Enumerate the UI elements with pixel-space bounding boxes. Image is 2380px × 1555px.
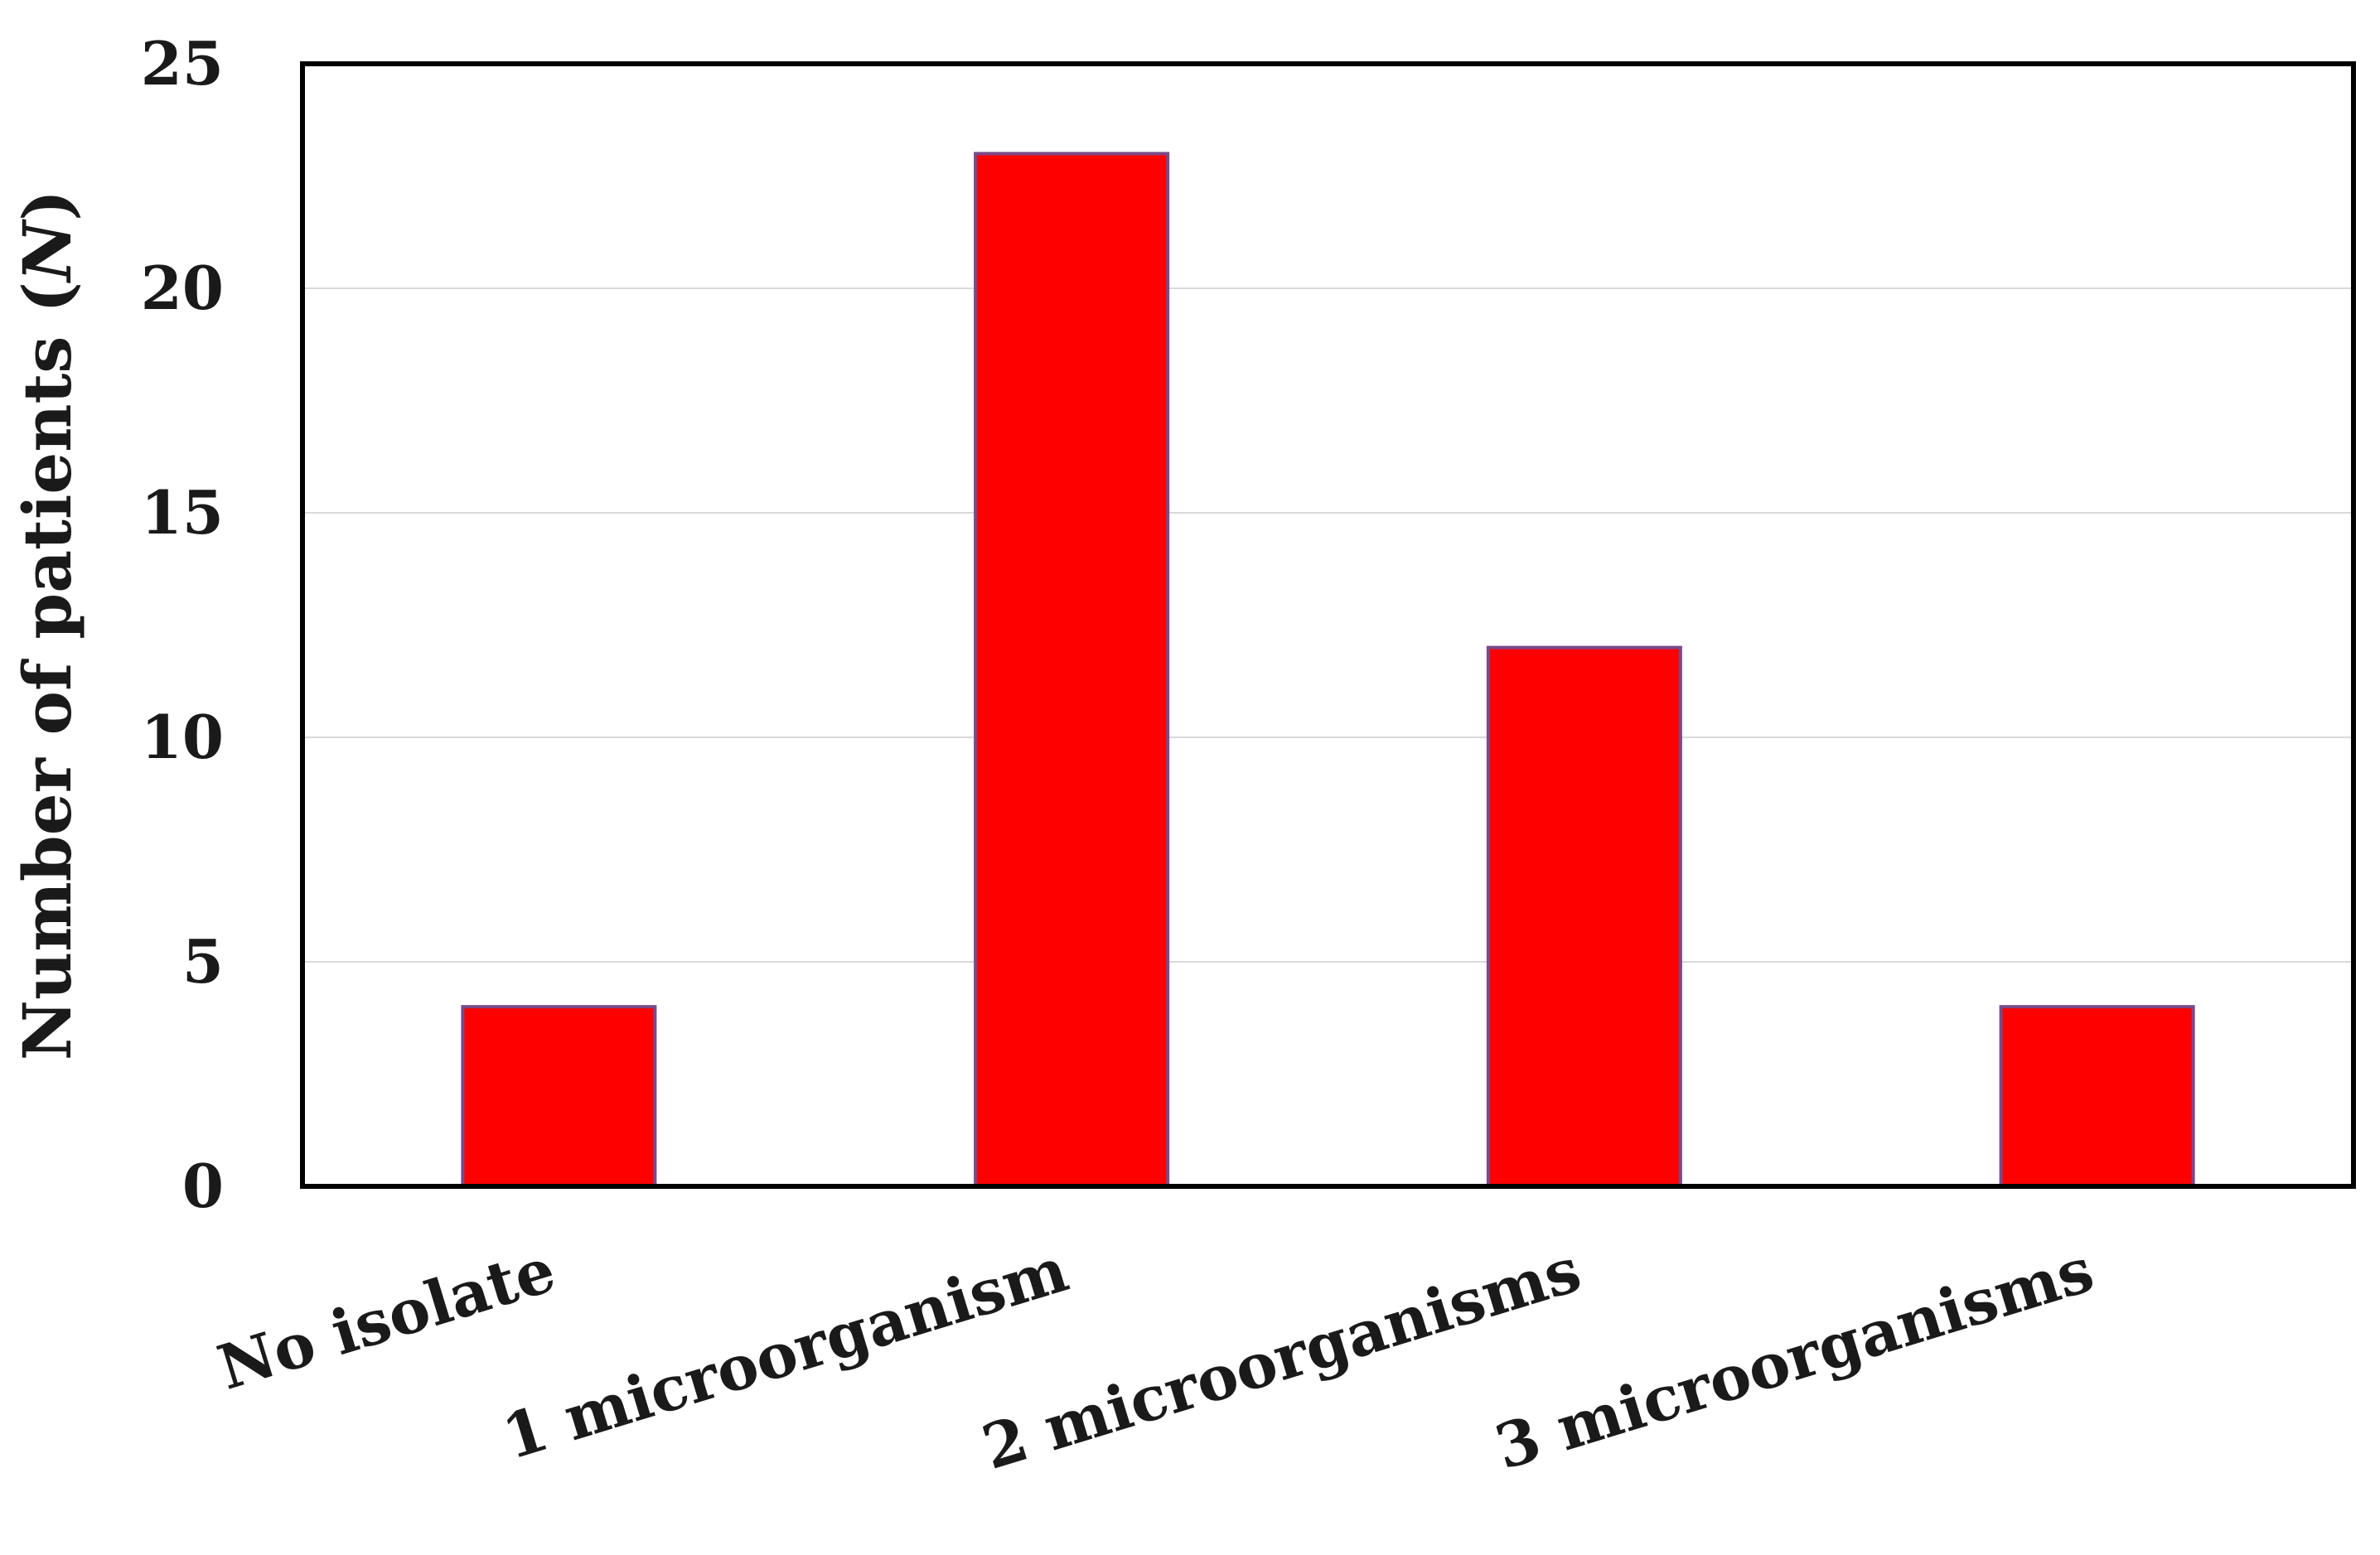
- y-tick-label: 15: [141, 477, 224, 548]
- y-tick-label: 20: [141, 253, 224, 323]
- y-axis-ticks: 0 5 10 15 20 25: [141, 28, 224, 1221]
- bars: [461, 152, 2195, 1188]
- y-tick-label: 0: [182, 1151, 224, 1221]
- x-category-label: No isolate: [210, 1234, 564, 1404]
- plot-frame: [300, 61, 2356, 1189]
- x-category-label: 3 microorganisms: [1488, 1234, 2102, 1484]
- bar: [974, 152, 1170, 1188]
- y-axis-title-text: Number of patients (: [8, 282, 86, 1060]
- gridlines: [302, 287, 2353, 963]
- y-axis-title: Number of patients (N): [8, 190, 86, 1060]
- y-tick-label: 25: [141, 28, 224, 99]
- y-tick-label: 5: [182, 926, 224, 997]
- bar: [461, 1005, 657, 1188]
- bar: [1999, 1005, 2195, 1188]
- y-axis-title-suffix: ): [8, 190, 86, 221]
- y-tick-label: 10: [141, 702, 224, 772]
- y-axis-title-italic: N: [8, 219, 86, 284]
- bar: [1486, 645, 1682, 1188]
